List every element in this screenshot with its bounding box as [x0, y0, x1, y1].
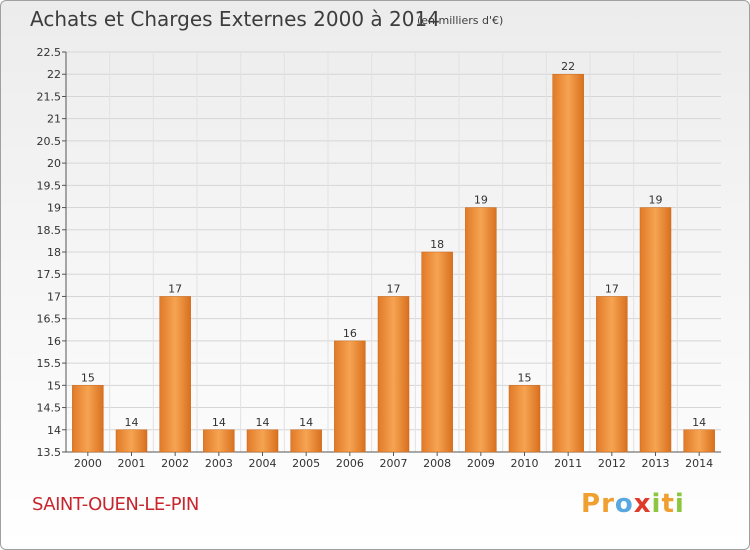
bar-value-label: 17 [605, 282, 619, 295]
x-tick-label: 2004 [249, 457, 277, 470]
bar-value-label: 15 [518, 371, 532, 384]
bar-value-label: 14 [692, 416, 706, 429]
axes: 13.5 14 14.5 15 15.5 16 16.5 17 17.5 18 18.5 19 19.5… [37, 46, 721, 470]
y-tick-label: 22.5 [37, 46, 62, 59]
bar-value-label: 14 [212, 416, 226, 429]
y-tick-label: 18.5 [37, 224, 62, 237]
x-tick-label: 2011 [554, 457, 582, 470]
proxiti-logo: Proxiti [581, 489, 685, 519]
x-tick-label: 2009 [467, 457, 495, 470]
logo-letter: i [651, 489, 662, 519]
y-tick-label: 14.5 [37, 402, 62, 415]
bar-value-label: 17 [168, 282, 182, 295]
bar-value-label: 14 [299, 416, 313, 429]
x-tick-label: 2010 [511, 457, 539, 470]
bar [596, 296, 628, 453]
bar [683, 429, 715, 453]
bar-value-label: 18 [430, 238, 444, 251]
x-tick-label: 2001 [118, 457, 146, 470]
y-tick-label: 16 [47, 335, 61, 348]
y-tick-label: 21 [47, 113, 61, 126]
bar-value-label: 19 [649, 194, 663, 207]
bar-value-label: 15 [81, 371, 95, 384]
logo-letter: o [614, 489, 634, 519]
bar [290, 429, 322, 453]
y-tick-label: 19 [47, 202, 61, 215]
y-tick-label: 19.5 [37, 179, 62, 192]
x-tick-label: 2014 [685, 457, 713, 470]
bar-value-label: 22 [561, 60, 575, 73]
bar [72, 385, 104, 453]
bar [159, 296, 191, 453]
y-tick-label: 20 [47, 157, 61, 170]
y-tick-label: 15 [47, 379, 61, 392]
y-tick-label: 17 [47, 290, 61, 303]
logo-letter: t [661, 489, 675, 519]
bar [639, 207, 672, 453]
x-tick-label: 2003 [205, 457, 233, 470]
y-tick-label: 14 [47, 424, 61, 437]
y-tick-label: 16.5 [37, 313, 62, 326]
y-tick-label: 17.5 [37, 268, 62, 281]
y-tick-label: 20.5 [37, 135, 62, 148]
bar [377, 296, 410, 453]
chart-title: Achats et Charges Externes 2000 à 2014 [30, 7, 440, 31]
chart-subtitle: (en milliers d'€) [417, 14, 504, 27]
logo-letter: x [633, 489, 652, 519]
x-tick-label: 2013 [642, 457, 670, 470]
bar-value-label: 16 [343, 327, 357, 340]
logo-letter: i [674, 489, 685, 519]
bar [334, 340, 366, 453]
y-tick-label: 22 [47, 68, 61, 81]
x-tick-label: 2008 [423, 457, 451, 470]
bar [115, 429, 148, 453]
x-tick-label: 2002 [161, 457, 189, 470]
bar-value-label: 14 [125, 416, 139, 429]
bar [552, 73, 584, 453]
bar-value-label: 14 [256, 416, 270, 429]
y-tick-label: 15.5 [37, 357, 62, 370]
y-tick-label: 18 [47, 246, 61, 259]
bar [246, 429, 279, 453]
x-tick-label: 2007 [380, 457, 408, 470]
y-tick-label: 13.5 [37, 446, 62, 459]
bar [508, 385, 541, 453]
bar [465, 207, 497, 453]
bar [421, 251, 453, 453]
x-tick-label: 2000 [74, 457, 102, 470]
bar-value-label: 19 [474, 194, 488, 207]
value-labels: 15 14 17 14 14 14 16 17 18 19 15 22 17 19 14 [81, 60, 706, 429]
commune-name: SAINT-OUEN-LE-PIN [32, 494, 199, 515]
y-tick-label: 21.5 [37, 90, 62, 103]
logo-letter: r [601, 489, 615, 519]
bar [203, 429, 235, 453]
bars [72, 73, 715, 453]
x-tick-label: 2006 [336, 457, 364, 470]
logo-letter: P [581, 489, 602, 519]
x-tick-label: 2012 [598, 457, 626, 470]
bar-value-label: 17 [387, 282, 401, 295]
x-tick-label: 2005 [292, 457, 320, 470]
